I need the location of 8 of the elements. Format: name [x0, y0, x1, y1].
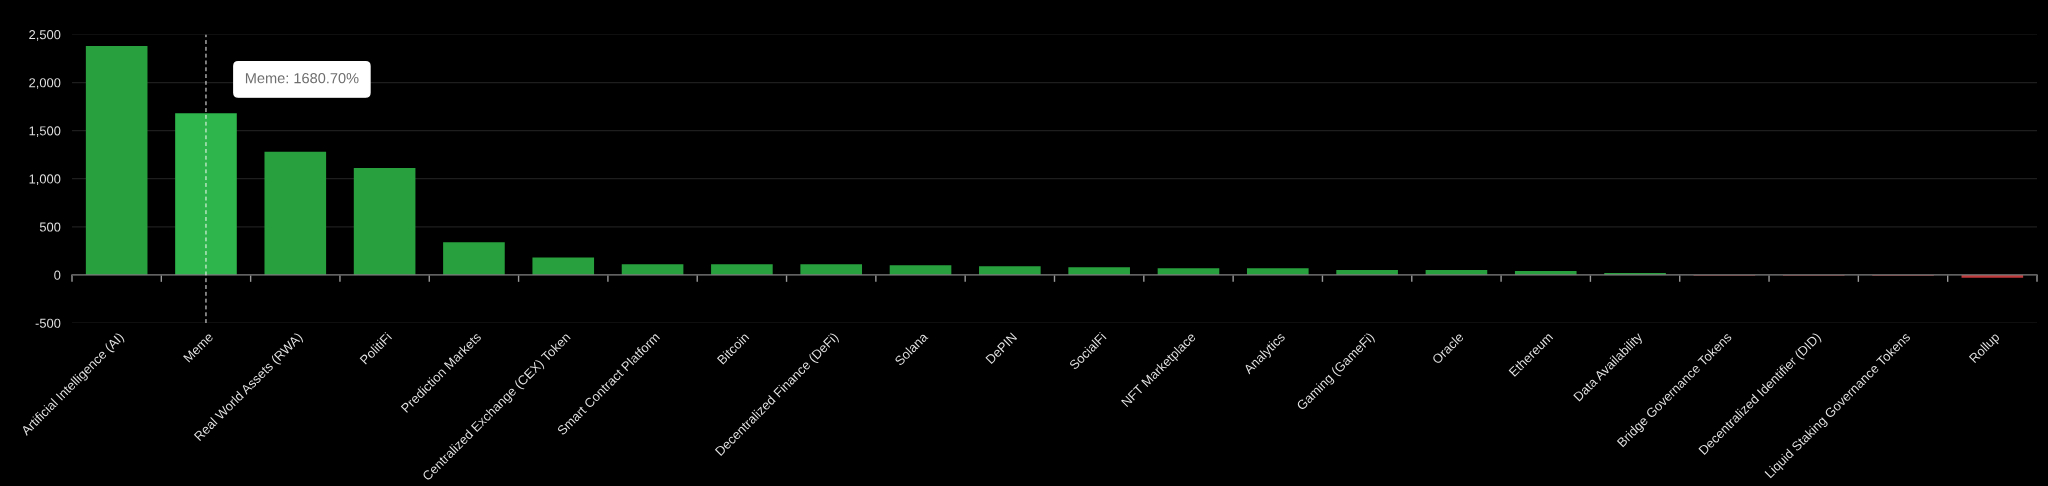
- y-tick-label: 2,500: [29, 30, 61, 41]
- y-tick-label: 2,000: [29, 78, 61, 89]
- annotation: Meme: 1680.70%: [245, 73, 359, 84]
- y-tick-label: 1,000: [29, 174, 61, 186]
- y-tick-label: 500: [39, 222, 61, 232]
- y-tick-label: 0: [54, 270, 61, 280]
- y-tick-label: 1,500: [29, 126, 61, 137]
- y-tick-label: -500: [35, 318, 61, 328]
